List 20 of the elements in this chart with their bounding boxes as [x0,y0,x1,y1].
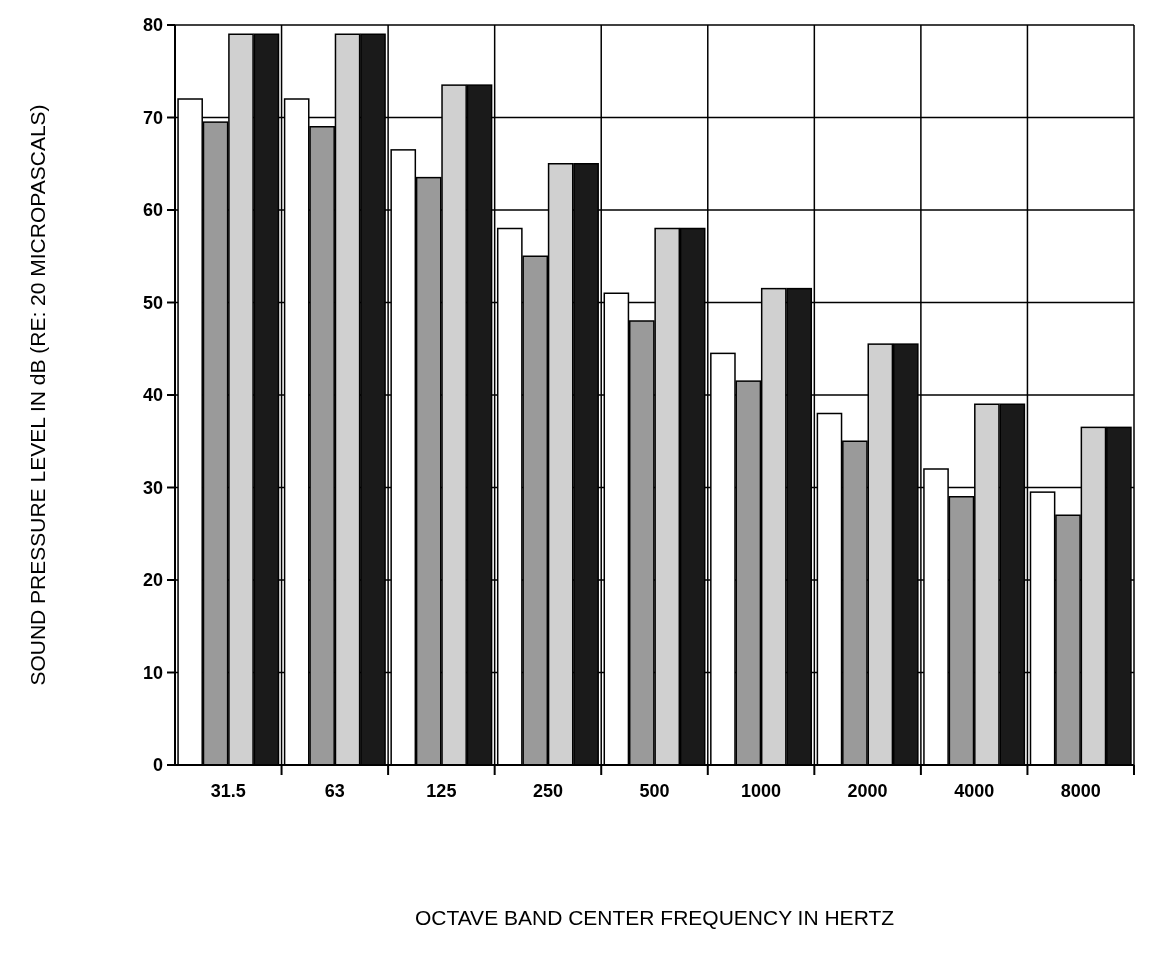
x-tick-label: 250 [532,781,563,801]
y-tick-label: 80 [142,15,163,36]
y-tick-label: 30 [142,477,163,498]
x-tick-label: 31.5 [210,781,246,801]
y-axis-title: SOUND PRESSURE LEVEL IN dB (RE: 20 MICROPASCALS) [26,104,49,686]
x-axis-title: OCTAVE BAND CENTER FREQUENCY IN HERTZ [414,906,895,929]
x-tick-label: 2000 [847,781,888,801]
y-tick-label: 40 [142,385,163,406]
x-tick-label: 1000 [741,781,782,801]
y-tick-label: 20 [142,570,163,591]
y-tick-label: 60 [142,200,163,221]
y-tick-label: 0 [152,755,163,776]
x-tick-label: 125 [426,781,457,801]
x-tick-label: 500 [639,781,670,801]
y-tick-label: 50 [142,292,163,313]
y-tick-label: 10 [142,662,163,683]
x-tick-label: 4000 [954,781,995,801]
x-tick-label: 8000 [1060,781,1101,801]
y-tick-label: 70 [142,107,163,128]
x-tick-label: 63 [324,781,345,801]
